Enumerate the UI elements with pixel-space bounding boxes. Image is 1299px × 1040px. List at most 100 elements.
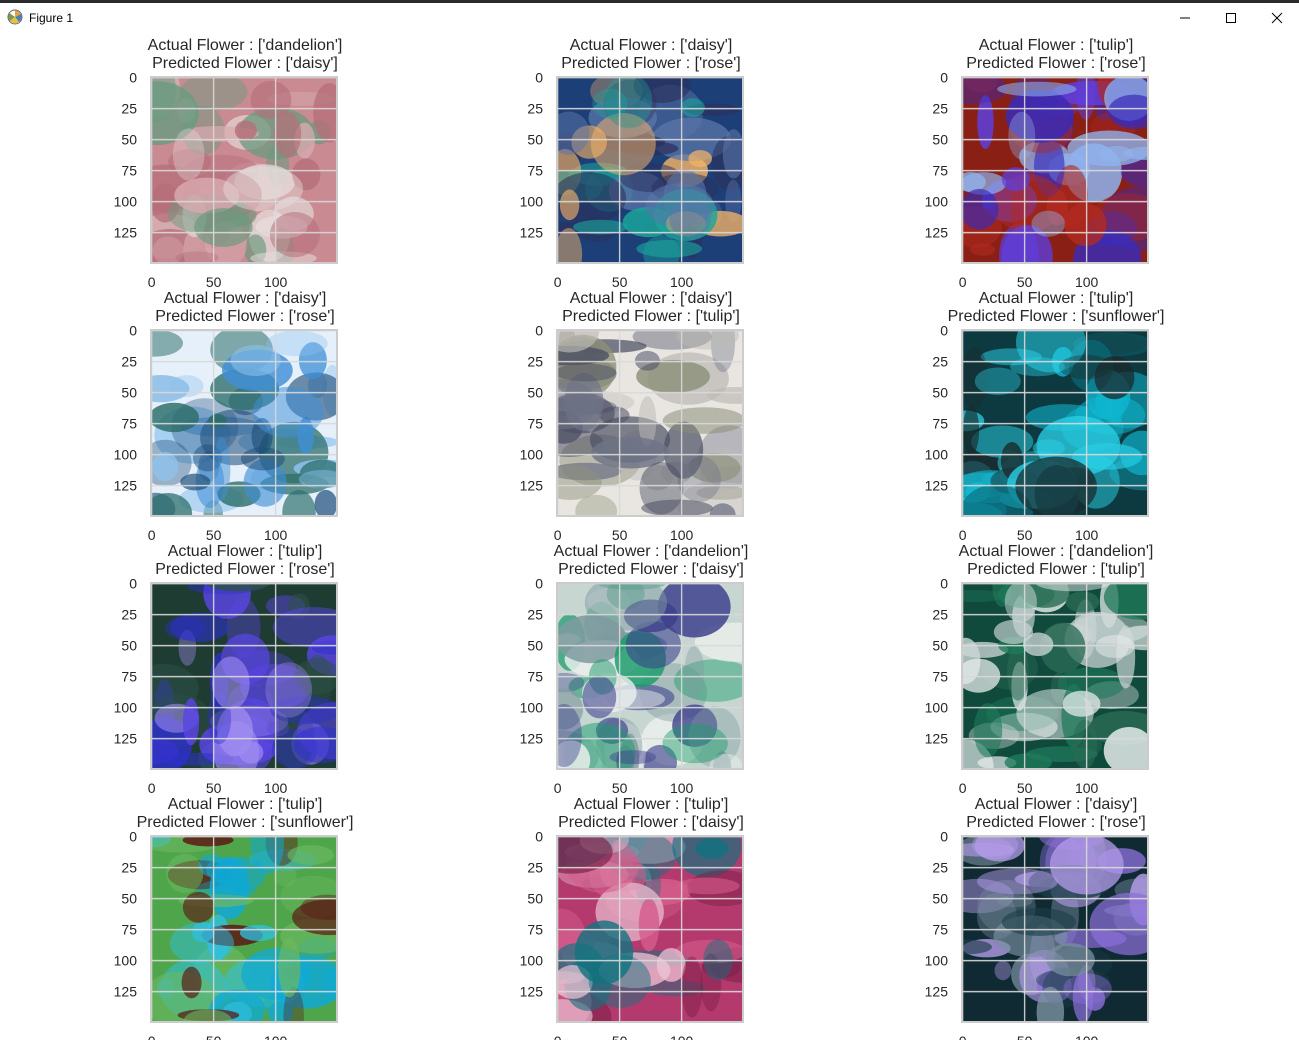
image-texture-blob — [1062, 690, 1101, 717]
x-tick-label: 50 — [1017, 527, 1033, 543]
y-tick-label: 125 — [520, 731, 544, 747]
image-texture-blob — [974, 836, 1025, 862]
image-texture-blob — [1072, 971, 1094, 1022]
image-texture-blob — [557, 740, 591, 769]
image-texture-blob — [994, 960, 1012, 981]
subplot-12: 0 25 50 75 100 125 0 50 100 Actual Flower : ['dai… — [925, 796, 1149, 1040]
x-tick-label: 50 — [206, 527, 222, 543]
image-texture-blob — [638, 396, 657, 447]
x-tick-label: 0 — [554, 780, 562, 796]
image-texture-blob — [169, 922, 235, 965]
image-texture-blob — [557, 111, 590, 155]
y-tick-label: 125 — [925, 225, 949, 241]
image-texture-blob — [962, 658, 1001, 693]
y-tick-label: 50 — [527, 132, 543, 148]
image-texture-blob — [609, 750, 657, 765]
image-texture-blob — [169, 375, 204, 398]
subplot-1: 0 25 50 75 100 125 0 50 100 Actual Flower : ['dan… — [114, 37, 343, 290]
image-texture-blob — [557, 330, 600, 353]
image-texture-blob — [278, 937, 301, 998]
image-texture-blob — [1064, 202, 1107, 247]
minimize-button[interactable] — [1162, 3, 1208, 32]
x-tick-label: 0 — [554, 1033, 562, 1040]
image-texture-blob — [180, 473, 211, 491]
image-texture-blob — [962, 172, 1007, 195]
image-texture-blob — [194, 208, 253, 247]
axes-frame — [150, 329, 338, 517]
image-texture-blob — [151, 330, 183, 357]
y-tick-label: 50 — [527, 891, 543, 907]
y-tick-label: 125 — [520, 984, 544, 1000]
axes-frame — [150, 76, 338, 264]
subplot-2: 0 25 50 75 100 125 0 50 100 Actual Flower : ['dai… — [520, 37, 744, 290]
image-texture-blob — [709, 503, 736, 516]
y-tick-label: 50 — [121, 385, 137, 401]
image-texture-blob — [234, 120, 257, 141]
subplot-grid: 0 25 50 75 100 125 0 50 100 Actual Flower : ['dan… — [114, 37, 1165, 1040]
axes-frame — [556, 76, 744, 264]
y-tick-label: 0 — [535, 829, 543, 845]
x-tick-label: 100 — [264, 274, 288, 290]
image-texture-blob — [672, 836, 742, 878]
image-texture-blob — [172, 128, 205, 181]
image-texture-blob — [1103, 726, 1148, 769]
image-texture-blob — [182, 836, 234, 847]
y-tick-label: 0 — [940, 70, 948, 86]
y-tick-label: 125 — [114, 478, 138, 494]
y-tick-label: 50 — [932, 132, 948, 148]
image-texture-blob — [196, 879, 257, 901]
x-tick-label: 50 — [1017, 1033, 1033, 1040]
image-texture-blob — [273, 864, 297, 887]
y-tick-label: 100 — [520, 447, 544, 463]
predicted-label: Predicted Flower : ['rose'] — [561, 55, 741, 72]
image-texture-blob — [970, 243, 996, 256]
image-texture-blob — [1005, 89, 1074, 143]
image-texture-blob — [703, 939, 733, 981]
x-tick-label: 0 — [959, 780, 967, 796]
image-texture-blob — [151, 81, 199, 145]
minimize-icon — [1180, 17, 1190, 19]
maximize-button[interactable] — [1208, 3, 1254, 32]
predicted-label: Predicted Flower : ['tulip'] — [562, 308, 740, 325]
predicted-label: Predicted Flower : ['sunflower'] — [137, 814, 354, 831]
flower-image — [151, 836, 337, 1022]
y-tick-label: 100 — [520, 953, 544, 969]
x-tick-label: 100 — [264, 527, 288, 543]
image-texture-blob — [641, 464, 674, 491]
y-tick-label: 0 — [129, 829, 137, 845]
y-tick-label: 25 — [121, 860, 137, 876]
subplot-10: 0 25 50 75 100 125 0 50 100 Actual Flower : ['tul… — [114, 796, 354, 1040]
y-tick-label: 100 — [925, 700, 949, 716]
image-texture-blob — [175, 251, 219, 263]
image-texture-blob — [1036, 986, 1065, 1022]
y-tick-label: 50 — [121, 891, 137, 907]
image-texture-blob — [211, 656, 250, 710]
y-tick-label: 125 — [114, 731, 138, 747]
subplot-4: 0 25 50 75 100 125 0 50 100 Actual Flower : ['dai… — [114, 290, 338, 543]
subplot-11: 0 25 50 75 100 125 0 50 100 Actual Flower : ['tul… — [520, 796, 744, 1040]
image-texture-blob — [1065, 591, 1100, 613]
flower-image — [557, 836, 743, 1022]
y-tick-label: 25 — [527, 101, 543, 117]
image-texture-blob — [311, 640, 337, 655]
image-texture-blob — [1035, 583, 1110, 592]
title-bar[interactable]: Figure 1 — [0, 3, 1299, 32]
image-texture-blob — [230, 344, 281, 377]
window-title: Figure 1 — [29, 11, 74, 25]
y-tick-label: 125 — [520, 225, 544, 241]
image-texture-blob — [665, 211, 706, 237]
close-button[interactable] — [1254, 3, 1299, 32]
flower-image — [557, 583, 743, 769]
image-texture-blob — [557, 462, 622, 481]
image-texture-blob — [962, 405, 980, 455]
y-tick-label: 100 — [114, 447, 138, 463]
image-texture-blob — [1020, 583, 1070, 608]
image-texture-blob — [557, 672, 585, 693]
y-tick-label: 100 — [114, 700, 138, 716]
y-tick-label: 0 — [535, 70, 543, 86]
image-texture-blob — [722, 129, 743, 179]
image-texture-blob — [557, 363, 617, 382]
image-texture-blob — [976, 868, 1059, 895]
image-texture-blob — [152, 451, 179, 482]
y-tick-label: 75 — [932, 163, 948, 179]
